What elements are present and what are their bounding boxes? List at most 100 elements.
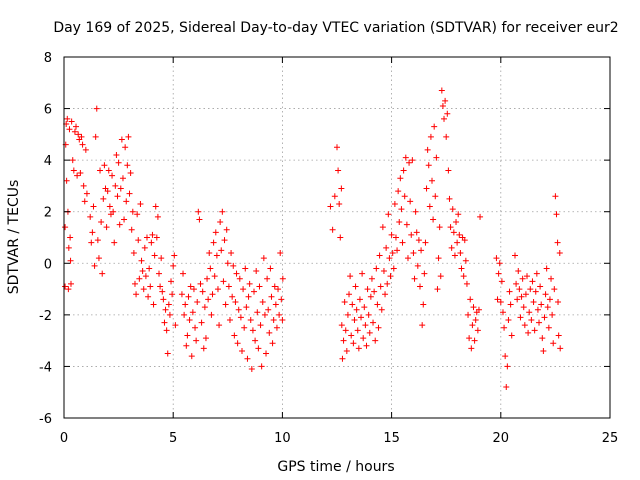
data-point: [514, 296, 521, 303]
data-point: [192, 324, 199, 331]
data-point: [149, 231, 156, 238]
data-point: [435, 255, 442, 262]
data-point: [66, 126, 73, 133]
data-point: [71, 128, 78, 135]
data-point: [532, 288, 539, 295]
data-point: [236, 275, 243, 282]
data-point: [78, 133, 85, 140]
data-point: [67, 234, 74, 241]
data-point: [231, 332, 238, 339]
data-point: [364, 286, 371, 293]
data-point: [455, 211, 462, 218]
data-point: [244, 355, 251, 362]
y-axis-label: SDTVAR / TECUs: [6, 180, 22, 295]
data-point: [208, 311, 215, 318]
data-point: [197, 280, 204, 287]
data-point: [210, 239, 217, 246]
data-point: [365, 311, 372, 318]
data-point: [218, 247, 225, 254]
data-point: [188, 353, 195, 360]
data-point: [508, 332, 515, 339]
data-point: [442, 97, 449, 104]
data-point: [539, 335, 546, 342]
data-point: [164, 350, 171, 357]
data-point: [467, 296, 474, 303]
data-point: [530, 298, 537, 305]
data-point: [372, 337, 379, 344]
data-point: [408, 231, 415, 238]
data-point: [77, 170, 84, 177]
data-point: [404, 255, 411, 262]
data-point: [186, 317, 193, 324]
data-point: [420, 301, 427, 308]
data-point: [327, 203, 334, 210]
data-point: [496, 260, 503, 267]
data-point: [161, 319, 168, 326]
data-point: [462, 257, 469, 264]
data-point: [394, 247, 401, 254]
data-point: [213, 252, 220, 259]
data-point: [119, 175, 126, 182]
data-point: [495, 270, 502, 277]
data-point: [465, 311, 472, 318]
data-point: [255, 345, 262, 352]
data-point: [351, 317, 358, 324]
data-point: [152, 203, 159, 210]
data-point: [137, 200, 144, 207]
data-point: [153, 234, 160, 241]
data-point: [367, 293, 374, 300]
data-point: [183, 342, 190, 349]
data-point: [162, 306, 169, 313]
data-point: [354, 327, 361, 334]
data-point: [453, 219, 460, 226]
data-point: [358, 314, 365, 321]
data-point: [401, 193, 408, 200]
data-point: [127, 170, 134, 177]
data-point: [384, 280, 391, 287]
data-point: [362, 322, 369, 329]
data-point: [389, 249, 396, 256]
data-point: [439, 102, 446, 109]
data-point: [200, 345, 207, 352]
data-point: [445, 167, 452, 174]
data-point: [419, 322, 426, 329]
data-point: [232, 298, 239, 305]
data-point: [242, 265, 249, 272]
data-point: [123, 198, 130, 205]
data-point: [98, 219, 105, 226]
data-point: [409, 157, 416, 164]
data-point: [538, 301, 545, 308]
data-point: [103, 224, 110, 231]
data-point: [359, 270, 366, 277]
data-point: [70, 167, 77, 174]
data-point: [344, 311, 351, 318]
plot-frame: [63, 56, 611, 419]
data-point: [140, 286, 147, 293]
y-tick-label: -6: [39, 412, 52, 427]
data-point: [224, 260, 231, 267]
data-point: [385, 211, 392, 218]
data-point: [134, 211, 141, 218]
data-point: [418, 247, 425, 254]
data-point: [468, 345, 475, 352]
data-point: [91, 262, 98, 269]
data-point: [106, 203, 113, 210]
data-point: [343, 347, 350, 354]
data-point: [338, 185, 345, 192]
data-point: [526, 309, 533, 316]
data-point: [121, 216, 128, 223]
data-point: [105, 167, 112, 174]
data-points: [62, 87, 564, 391]
data-point: [444, 110, 451, 117]
data-point: [349, 301, 356, 308]
data-point: [432, 193, 439, 200]
data-point: [361, 304, 368, 311]
data-point: [475, 306, 482, 313]
data-point: [146, 265, 153, 272]
data-point: [449, 206, 456, 213]
data-point: [157, 283, 164, 290]
data-point: [240, 286, 247, 293]
data-point: [363, 342, 370, 349]
data-point: [156, 270, 163, 277]
data-point: [253, 268, 260, 275]
